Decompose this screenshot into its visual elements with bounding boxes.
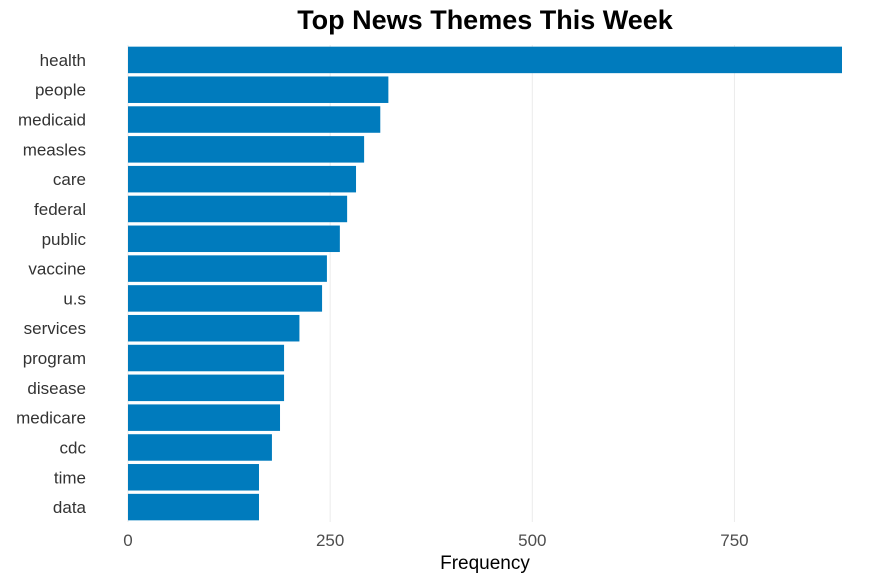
category-label: public [42, 230, 87, 249]
bar-care [128, 165, 357, 193]
bar-u-s [128, 285, 323, 312]
x-axis-title: Frequency [440, 553, 530, 574]
bar-services [128, 314, 300, 342]
category-label: time [54, 468, 86, 487]
category-label: health [40, 51, 86, 70]
category-label: program [23, 349, 86, 368]
category-label: services [24, 319, 86, 338]
category-label: data [53, 498, 87, 517]
category-label: medicaid [18, 111, 86, 130]
bar-data [128, 493, 259, 521]
category-label: federal [34, 200, 86, 219]
category-label: medicare [16, 409, 86, 428]
category-label: disease [27, 379, 86, 398]
category-label: care [53, 170, 86, 189]
bars [128, 46, 842, 521]
bar-people [128, 76, 389, 103]
x-tick-label: 750 [720, 531, 748, 550]
category-label: measles [23, 140, 86, 159]
x-tick-label: 250 [316, 531, 344, 550]
x-tick-labels: 0 250 500 750 [123, 531, 748, 550]
bar-program [128, 344, 285, 372]
bar-public [128, 225, 340, 253]
bar-vaccine [128, 255, 327, 282]
category-labels: health people medicaid measles care federal pu… [16, 51, 86, 517]
bar-medicaid [128, 106, 381, 133]
bar-time [128, 464, 259, 491]
category-label: cdc [60, 438, 87, 457]
category-label: vaccine [28, 260, 86, 279]
bar-health [128, 46, 842, 74]
bar-disease [128, 374, 285, 402]
bar-measles [128, 136, 365, 163]
category-label: people [35, 81, 86, 100]
bar-federal [128, 195, 348, 223]
bar-cdc [128, 434, 272, 461]
x-tick-label: 500 [518, 531, 546, 550]
x-tick-label: 0 [123, 531, 132, 550]
category-label: u.s [63, 289, 86, 308]
chart-title: Top News Themes This Week [297, 5, 674, 35]
bar-medicare [128, 404, 281, 431]
